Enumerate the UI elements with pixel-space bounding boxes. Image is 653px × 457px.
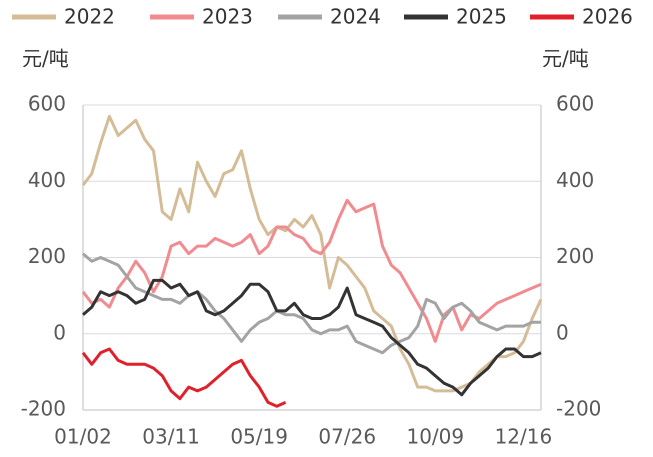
- series-line: [82, 252, 541, 355]
- y-tick-label: 600: [28, 92, 66, 116]
- y2-tick-label: -200: [556, 397, 601, 421]
- series-line: [81, 347, 287, 408]
- legend-label: 2026: [582, 5, 633, 29]
- legend-label: 2024: [330, 5, 381, 29]
- x-tick-label: 03/11: [142, 425, 200, 449]
- y2-tick-label: 200: [556, 244, 594, 268]
- y-tick-label: -200: [21, 397, 66, 421]
- series-line: [81, 114, 543, 393]
- series-line: [81, 198, 542, 343]
- y2-tick-label: 0: [556, 320, 569, 344]
- x-tick-label: 07/26: [318, 425, 376, 449]
- legend-label: 2023: [202, 5, 253, 29]
- y-axis-unit: 元/吨: [22, 47, 69, 71]
- y2-axis-unit: 元/吨: [542, 47, 589, 71]
- y2-tick-label: 600: [556, 92, 594, 116]
- y-tick-label: 200: [28, 244, 66, 268]
- y-tick-label: 400: [28, 168, 66, 192]
- legend-label: 2022: [64, 5, 115, 29]
- y-tick-label: 0: [53, 320, 66, 344]
- x-tick-label: 01/02: [54, 425, 112, 449]
- x-tick-label: 12/16: [495, 425, 553, 449]
- legend-label: 2025: [456, 5, 507, 29]
- x-tick-label: 10/09: [406, 425, 464, 449]
- series-line: [82, 278, 542, 397]
- x-tick-label: 05/19: [230, 425, 288, 449]
- y2-tick-label: 400: [556, 168, 594, 192]
